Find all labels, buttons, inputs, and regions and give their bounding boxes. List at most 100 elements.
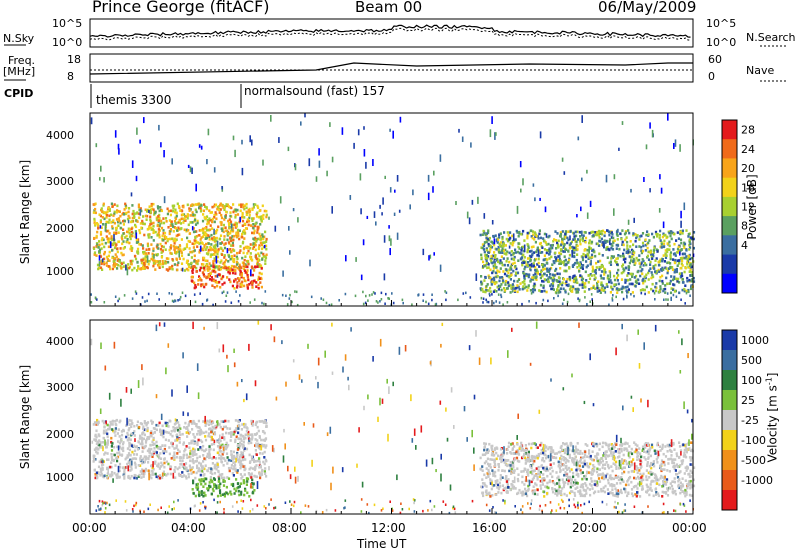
v-cell-1 xyxy=(222,479,225,482)
v-cell-0 xyxy=(157,462,160,466)
p-cell-0 xyxy=(112,219,115,222)
p-cell-0 xyxy=(257,257,260,261)
p-cell-2 xyxy=(553,274,556,277)
v-cell-0 xyxy=(134,463,137,466)
p-cell-2 xyxy=(666,242,669,245)
p-cell-2 xyxy=(528,250,532,253)
v-cell-0 xyxy=(144,441,148,444)
p-scatter-cell xyxy=(118,148,120,155)
v-cell-0 xyxy=(197,419,200,423)
v-cell-0 xyxy=(208,445,211,448)
p-cell-0 xyxy=(158,233,161,237)
p-cell-0 xyxy=(196,203,199,206)
p-cell-2 xyxy=(600,288,603,292)
v-cell-0 xyxy=(111,442,114,445)
v-cell-0 xyxy=(171,444,174,448)
p-scatter-cell xyxy=(268,216,270,220)
p-cell-2 xyxy=(518,230,521,234)
p-scatter-cell xyxy=(613,208,615,216)
v-cell-0 xyxy=(142,437,145,441)
v-cell-0 xyxy=(116,451,119,455)
p-cell-2 xyxy=(523,276,526,279)
p-cell-2 xyxy=(512,251,515,255)
p-cell-2 xyxy=(499,267,502,270)
v-cell-0 xyxy=(235,429,238,433)
v-cell-0 xyxy=(178,437,181,441)
p-cell-0 xyxy=(99,255,103,258)
p-cell-2 xyxy=(505,252,508,255)
p-scatter-cell xyxy=(659,174,661,180)
v-cell-0 xyxy=(138,473,141,477)
v-cell-2 xyxy=(604,463,607,466)
p-cell-0 xyxy=(202,229,205,232)
p-cell-1 xyxy=(257,278,260,281)
v-cell-0 xyxy=(243,437,246,441)
p-cell-0 xyxy=(93,236,96,240)
p-cell-2 xyxy=(479,233,482,237)
xtick-6: 00:00 xyxy=(672,521,707,535)
v-cell-0 xyxy=(153,430,156,434)
p-cell-0 xyxy=(161,265,164,269)
p-cell-2 xyxy=(511,239,515,243)
v-cell-0 xyxy=(118,435,121,438)
p-cell-2 xyxy=(659,275,662,279)
p-cell-2 xyxy=(541,251,544,254)
p-cell-2 xyxy=(579,266,582,269)
p-cell-2 xyxy=(668,231,671,235)
p-cell-2 xyxy=(683,246,686,250)
v-cell-2 xyxy=(590,484,593,487)
p-cell-2 xyxy=(489,247,492,251)
p-cell-0 xyxy=(134,225,138,229)
p-cell-0 xyxy=(96,243,99,246)
p-cell-0 xyxy=(108,218,111,222)
v-cell-0 xyxy=(210,430,213,434)
p-cell-2 xyxy=(644,238,647,241)
p-cell-0 xyxy=(137,265,140,268)
p-cell-0 xyxy=(105,220,108,224)
p-cell-0 xyxy=(255,212,258,216)
p-cell-2 xyxy=(527,261,530,264)
p-cell-1 xyxy=(246,274,249,277)
v-cell-1 xyxy=(219,482,222,486)
p-cell-2 xyxy=(489,290,492,293)
p-cell-2 xyxy=(662,245,665,249)
v-cell-0 xyxy=(223,438,226,441)
p-cell-0 xyxy=(238,268,241,271)
v-cell-0 xyxy=(221,427,224,431)
p-cell-0 xyxy=(199,209,203,213)
p-cell-0 xyxy=(159,242,162,246)
v-cell-1 xyxy=(236,486,239,490)
v-cell-0 xyxy=(207,467,210,470)
p-cell-0 xyxy=(225,203,228,206)
p-cell-0 xyxy=(93,221,96,225)
v-cell-2 xyxy=(554,488,557,491)
p-cell-0 xyxy=(213,257,216,260)
p-cell-0 xyxy=(149,215,152,219)
v-cell-0 xyxy=(110,423,113,426)
p-cell-2 xyxy=(559,262,563,265)
v-cell-2 xyxy=(556,492,559,495)
p-cell-2 xyxy=(620,271,623,275)
p-cell-2 xyxy=(594,276,597,280)
p-cell-2 xyxy=(678,291,681,295)
p-scatter-cell xyxy=(605,174,608,183)
p-nearrange-cell xyxy=(586,303,588,306)
p-cell-2 xyxy=(599,259,602,263)
p-cell-0 xyxy=(252,226,255,230)
p-cell-0 xyxy=(122,232,125,235)
p-scatter-cell xyxy=(388,225,390,229)
p-scatter-cell xyxy=(331,206,333,214)
p-cell-0 xyxy=(203,216,206,219)
p-cell-0 xyxy=(216,252,219,256)
v-cell-1 xyxy=(221,493,225,496)
p-cell-0 xyxy=(245,213,248,216)
v-cell-2 xyxy=(589,457,592,461)
p-cell-2 xyxy=(500,261,503,265)
p-cell-0 xyxy=(131,204,134,207)
p-cell-2 xyxy=(656,233,659,236)
p-cell-0 xyxy=(199,238,202,241)
p-cell-0 xyxy=(118,260,121,263)
p-cell-2 xyxy=(642,259,645,263)
v-cell-0 xyxy=(230,435,233,438)
p-cell-2 xyxy=(624,278,627,282)
